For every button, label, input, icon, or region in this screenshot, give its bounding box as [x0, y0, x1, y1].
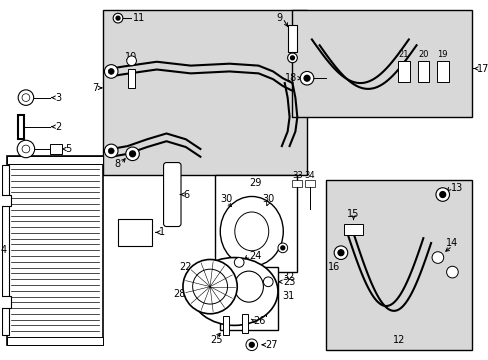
Circle shape	[104, 65, 118, 78]
Circle shape	[435, 188, 448, 201]
Bar	[287, 25, 297, 52]
Text: 17: 17	[476, 63, 488, 73]
Text: 20: 20	[417, 50, 427, 59]
Circle shape	[249, 342, 254, 347]
Circle shape	[263, 277, 272, 287]
Text: 24: 24	[248, 251, 261, 261]
Bar	[292, 180, 302, 187]
Text: 10: 10	[124, 52, 137, 62]
Bar	[50, 144, 61, 154]
Circle shape	[183, 260, 237, 314]
FancyBboxPatch shape	[163, 163, 181, 226]
Bar	[243, 282, 254, 289]
Text: 34: 34	[304, 171, 315, 180]
Bar	[6, 156, 103, 163]
Text: 7: 7	[92, 83, 99, 93]
Text: 32: 32	[282, 272, 295, 282]
Text: 27: 27	[265, 340, 277, 350]
Circle shape	[126, 56, 136, 66]
Text: 28: 28	[173, 289, 185, 300]
Circle shape	[287, 53, 297, 63]
Bar	[343, 224, 363, 235]
Bar	[222, 316, 228, 335]
Text: 12: 12	[392, 335, 405, 345]
Text: 15: 15	[346, 209, 359, 219]
Text: 16: 16	[327, 262, 340, 272]
Bar	[242, 314, 247, 333]
Text: 18: 18	[285, 73, 297, 83]
Text: 21: 21	[398, 50, 408, 59]
Ellipse shape	[234, 271, 263, 302]
Bar	[436, 61, 447, 82]
Text: 1: 1	[159, 228, 164, 237]
Text: 8: 8	[115, 158, 121, 168]
Bar	[225, 282, 237, 289]
Text: 25: 25	[210, 335, 223, 345]
Circle shape	[22, 94, 30, 102]
Text: 23: 23	[282, 277, 295, 287]
Ellipse shape	[190, 257, 277, 325]
Text: 30: 30	[220, 194, 232, 204]
Circle shape	[304, 75, 309, 81]
Bar	[397, 61, 409, 82]
Text: 26: 26	[253, 316, 265, 325]
Bar	[127, 68, 135, 88]
Circle shape	[439, 192, 445, 197]
Text: 22: 22	[179, 262, 192, 272]
Circle shape	[280, 246, 284, 250]
Ellipse shape	[220, 197, 283, 266]
Text: 3: 3	[55, 93, 61, 103]
Text: 9: 9	[276, 13, 282, 23]
Bar	[417, 61, 428, 82]
Circle shape	[300, 71, 313, 85]
Bar	[305, 180, 314, 187]
Circle shape	[333, 246, 347, 260]
Text: 14: 14	[446, 238, 458, 248]
Text: 4: 4	[0, 245, 7, 255]
Text: 19: 19	[437, 50, 447, 59]
Text: 31: 31	[282, 291, 294, 301]
Circle shape	[290, 56, 294, 60]
Bar	[292, 10, 471, 117]
Text: 6: 6	[183, 189, 189, 199]
Bar	[260, 282, 272, 289]
Circle shape	[431, 252, 443, 264]
Bar	[103, 10, 306, 175]
Text: 11: 11	[132, 13, 144, 23]
Circle shape	[104, 144, 118, 158]
Circle shape	[446, 266, 457, 278]
Circle shape	[234, 257, 244, 267]
Circle shape	[129, 151, 135, 157]
Bar	[6, 156, 103, 345]
Circle shape	[108, 148, 114, 154]
Circle shape	[125, 147, 139, 161]
Bar	[219, 267, 277, 330]
Circle shape	[245, 339, 257, 351]
Circle shape	[113, 13, 122, 23]
Text: 13: 13	[449, 183, 462, 193]
Text: 5: 5	[65, 144, 72, 154]
Text: 30: 30	[262, 194, 274, 204]
Circle shape	[337, 250, 343, 256]
Bar	[1, 166, 9, 335]
Bar	[18, 115, 24, 139]
Circle shape	[277, 243, 287, 253]
Circle shape	[108, 68, 114, 75]
Bar	[118, 219, 152, 246]
Text: 29: 29	[249, 178, 261, 188]
Circle shape	[116, 16, 120, 20]
Bar	[0, 296, 11, 308]
Circle shape	[18, 90, 34, 105]
Text: 2: 2	[55, 122, 61, 132]
Bar	[0, 194, 11, 206]
Bar	[326, 180, 471, 350]
Bar	[6, 337, 103, 345]
Circle shape	[22, 145, 30, 153]
Text: 33: 33	[291, 171, 302, 180]
Circle shape	[192, 269, 227, 304]
Bar	[215, 175, 297, 272]
Ellipse shape	[234, 212, 268, 251]
Circle shape	[17, 140, 35, 158]
